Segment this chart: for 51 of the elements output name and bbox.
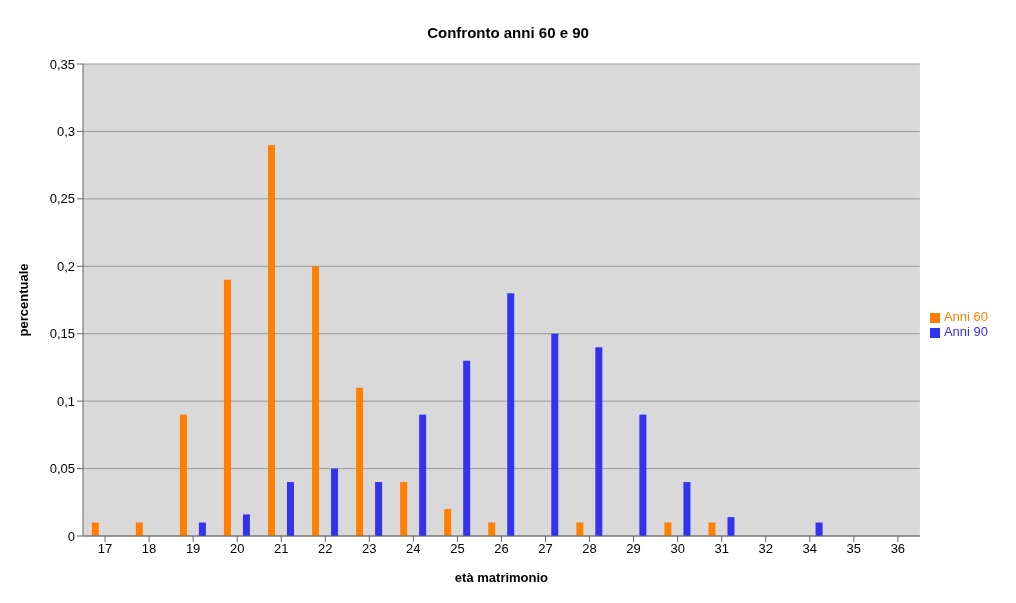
bar — [287, 482, 294, 536]
x-tick-label: 23 — [362, 541, 377, 557]
y-tick-label: 0,1 — [56, 393, 75, 409]
x-tick-label: 19 — [185, 541, 201, 557]
x-tick-label: 22 — [318, 541, 333, 557]
x-tick-label: 20 — [229, 541, 245, 557]
y-tick-label: 0 — [67, 528, 75, 544]
bar — [444, 509, 452, 536]
x-tick-label: 24 — [406, 541, 421, 557]
y-axis-title: percentuale — [15, 263, 31, 337]
y-tick-label: 0,25 — [49, 191, 75, 207]
bar — [331, 468, 339, 536]
bar — [268, 144, 275, 536]
bar — [419, 414, 427, 536]
x-tick-label: 17 — [97, 541, 113, 557]
x-tick-label: 26 — [494, 541, 509, 557]
x-tick-label: 25 — [450, 541, 465, 557]
x-tick-label: 36 — [890, 541, 906, 557]
legend-label: Anni 90 — [943, 324, 988, 339]
x-tick-label: 28 — [582, 541, 597, 557]
bar — [595, 347, 603, 536]
bar — [179, 414, 187, 536]
bar — [727, 517, 735, 536]
x-axis-title: età matrimonio — [454, 570, 549, 585]
bar — [375, 482, 383, 536]
bar — [463, 360, 471, 536]
bar — [242, 514, 250, 536]
x-tick-label: 30 — [670, 541, 685, 557]
bar — [551, 333, 559, 536]
bar — [400, 482, 408, 536]
x-tick-label: 27 — [538, 541, 553, 557]
bar — [639, 414, 647, 536]
x-tick-label: 18 — [141, 541, 157, 557]
y-tick-label: 0,3 — [56, 124, 75, 140]
x-tick-label: 21 — [273, 541, 289, 557]
x-tick-label: 31 — [714, 541, 729, 557]
y-tick-label: 0,2 — [56, 258, 75, 274]
x-tick-label: 29 — [626, 541, 641, 557]
bar — [223, 279, 231, 536]
x-tick-label: 32 — [758, 541, 773, 557]
y-tick-label: 0,35 — [49, 56, 75, 72]
legend-label: Anni 60 — [943, 309, 988, 324]
bar — [683, 482, 691, 536]
chart-title: Confronto anni 60 e 90 — [426, 24, 590, 43]
y-tick-label: 0,05 — [49, 461, 75, 477]
x-tick-label: 35 — [846, 541, 862, 557]
y-tick-label: 0,15 — [49, 326, 75, 342]
bar — [312, 266, 320, 536]
bar — [507, 293, 515, 536]
x-tick-label: 34 — [802, 541, 818, 557]
bar — [356, 387, 364, 536]
